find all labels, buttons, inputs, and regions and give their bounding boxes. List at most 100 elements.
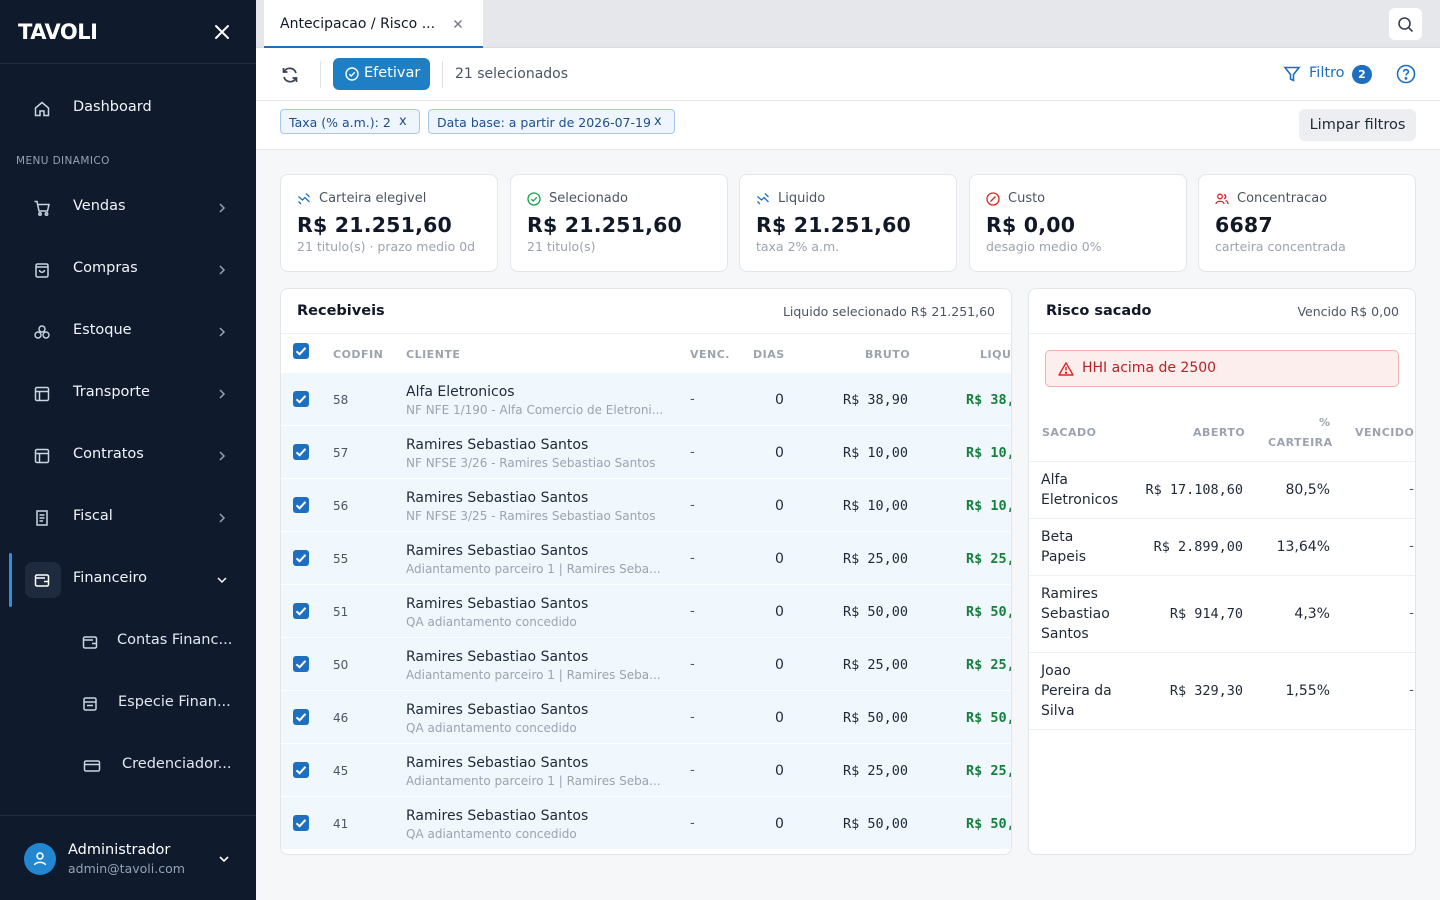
client-name: Ramires Sebastiao Santos <box>406 649 589 665</box>
clear-filters-button[interactable]: Limpar filtros <box>1299 109 1416 141</box>
portfolio-pct-cell: 13,64% <box>1276 538 1330 555</box>
column-header-carteira-pct[interactable]: % <box>1319 416 1331 429</box>
sidebar-subitem-label: Especie Finan... <box>118 694 231 710</box>
gross-cell: R$ 50,00 <box>842 710 908 726</box>
client-name: Ramires Sebastiao Santos <box>406 808 589 824</box>
check-circle-icon <box>527 192 541 206</box>
table-row[interactable]: 50 Ramires Sebastiao Santos Adiantamento p… <box>281 638 1011 691</box>
kpi-subtext: 21 titulo(s) <box>527 239 596 254</box>
table-row[interactable]: 46 Ramires Sebastiao Santos QA adiantament… <box>281 691 1011 744</box>
row-checkbox[interactable] <box>293 603 309 619</box>
table-row[interactable]: 51 Ramires Sebastiao Santos QA adiantament… <box>281 585 1011 638</box>
row-checkbox[interactable] <box>293 762 309 778</box>
sidebar-item-vendas[interactable]: Vendas <box>0 182 256 234</box>
table-row[interactable]: 57 Ramires Sebastiao Santos NF NFSE 3/26 -… <box>281 426 1011 479</box>
receipt-icon <box>36 510 48 526</box>
divider <box>281 333 1011 334</box>
net-cell: R$ 50, <box>966 604 1012 620</box>
coins-icon <box>83 697 97 711</box>
column-header-liquido[interactable]: LIQU <box>980 348 1012 361</box>
days-cell: 0 <box>775 816 784 832</box>
sidebar-item-label: Transporte <box>73 384 150 400</box>
chevron-right-icon <box>219 389 226 399</box>
table-row[interactable]: 56 Ramires Sebastiao Santos NF NFSE 3/25 -… <box>281 479 1011 532</box>
column-header-bruto[interactable]: BRUTO <box>865 348 911 361</box>
money-flow-icon <box>298 193 310 205</box>
overdue-cell: - <box>1409 538 1414 554</box>
kpi-value: R$ 0,00 <box>986 213 1076 237</box>
sidebar-subitem-credenciadora[interactable]: Credenciador... <box>0 740 256 792</box>
help-icon[interactable] <box>1396 64 1416 84</box>
sidebar-subitem-especie-financeira[interactable]: Especie Finan... <box>0 678 256 730</box>
due-date-cell: - <box>690 604 695 619</box>
file-contract-icon <box>34 448 50 464</box>
app-logo[interactable]: TAVOLI <box>18 20 98 44</box>
days-cell: 0 <box>775 604 784 620</box>
table-row[interactable]: 55 Ramires Sebastiao Santos Adiantamento p… <box>281 532 1011 585</box>
table-row[interactable]: 58 Alfa Eletronicos NF NFE 1/190 - Alfa Co… <box>281 373 1011 426</box>
user-menu[interactable]: Administrador admin@tavoli.com <box>0 815 256 900</box>
sidebar-item-dashboard[interactable]: Dashboard <box>0 83 256 135</box>
row-checkbox[interactable] <box>293 709 309 725</box>
toolbar: Efetivar 21 selecionados Filtro 2 <box>256 48 1440 101</box>
column-header-vencido[interactable]: VENCIDO <box>1355 426 1415 439</box>
close-icon[interactable] <box>213 23 231 41</box>
column-header-cliente[interactable]: CLIENTE <box>406 348 461 361</box>
table-row[interactable]: Ramires Sebastiao Santos R$ 914,70 4,3% - <box>1029 576 1415 653</box>
sidebar-item-estoque[interactable]: Estoque <box>0 306 256 358</box>
overdue-cell: - <box>1409 605 1414 621</box>
sidebar-item-compras[interactable]: Compras <box>0 244 256 296</box>
column-header-aberto[interactable]: ABERTO <box>1193 426 1246 439</box>
warning-icon <box>1058 362 1074 376</box>
row-checkbox[interactable] <box>293 656 309 672</box>
remove-chip-icon[interactable]: x <box>399 114 407 129</box>
money-flow-icon <box>757 193 769 205</box>
row-checkbox[interactable] <box>293 550 309 566</box>
sidebar-subitem-contas-financeiras[interactable]: Contas Financ... <box>0 616 256 668</box>
days-cell: 0 <box>775 445 784 461</box>
sidebar-item-contratos[interactable]: Contratos <box>0 430 256 482</box>
kpi-subtext: desagio medio 0% <box>986 239 1102 254</box>
sidebar-item-fiscal[interactable]: Fiscal <box>0 492 256 544</box>
client-description: NF NFSE 3/26 - Ramires Sebastiao Santos <box>406 456 656 470</box>
row-checkbox[interactable] <box>293 444 309 460</box>
search-button[interactable] <box>1389 8 1422 40</box>
codfin-cell: 41 <box>333 817 349 831</box>
client-description: QA adiantamento concedido <box>406 721 577 735</box>
refresh-icon[interactable] <box>280 65 300 85</box>
client-description: Adiantamento parceiro 1 | Ramires Seba..… <box>406 562 661 576</box>
gross-cell: R$ 10,00 <box>842 445 908 461</box>
sidebar-item-financeiro[interactable]: Financeiro <box>0 554 256 606</box>
column-header-sacado[interactable]: SACADO <box>1042 426 1097 439</box>
row-checkbox[interactable] <box>293 391 309 407</box>
table-row[interactable]: Joao Pereira da Silva R$ 329,30 1,55% - <box>1029 653 1415 730</box>
active-icon-bg <box>25 562 61 598</box>
row-checkbox[interactable] <box>293 815 309 831</box>
sidebar-item-transporte[interactable]: Transporte <box>0 368 256 420</box>
column-header-dias[interactable]: DIAS <box>753 348 785 361</box>
column-header-codfin[interactable]: CODFIN <box>333 348 384 361</box>
table-row[interactable]: 41 Ramires Sebastiao Santos QA adiantament… <box>281 797 1011 850</box>
row-checkbox[interactable] <box>293 497 309 513</box>
table-row[interactable]: 45 Ramires Sebastiao Santos Adiantamento p… <box>281 744 1011 797</box>
close-tab-icon[interactable] <box>452 18 464 30</box>
credit-card-icon <box>83 760 101 772</box>
sidebar-item-label: Vendas <box>73 198 126 214</box>
chevron-down-icon[interactable] <box>217 852 231 866</box>
user-email: admin@tavoli.com <box>68 861 185 876</box>
remove-chip-icon[interactable]: x <box>654 114 662 129</box>
sacado-name: Joao Pereira da Silva <box>1041 661 1112 721</box>
column-header-carteira[interactable]: CARTEIRA <box>1268 436 1333 449</box>
table-row[interactable]: Beta Papeis R$ 2.899,00 13,64% - <box>1029 519 1415 576</box>
kpi-label: Custo <box>1008 191 1046 206</box>
sacado-name-line: Beta <box>1041 529 1074 545</box>
divider <box>1029 461 1415 462</box>
overdue-cell: - <box>1409 682 1414 698</box>
tab-antecipacao-risco[interactable]: Antecipacao / Risco ... <box>264 0 483 48</box>
table-row[interactable]: Alfa Eletronicos R$ 17.108,60 80,5% - <box>1029 462 1415 519</box>
codfin-cell: 46 <box>333 711 349 725</box>
efetivar-button[interactable]: Efetivar <box>333 58 430 90</box>
select-all-checkbox[interactable] <box>293 343 309 359</box>
due-date-cell: - <box>690 710 695 725</box>
column-header-vencimento[interactable]: VENC. <box>690 348 730 361</box>
